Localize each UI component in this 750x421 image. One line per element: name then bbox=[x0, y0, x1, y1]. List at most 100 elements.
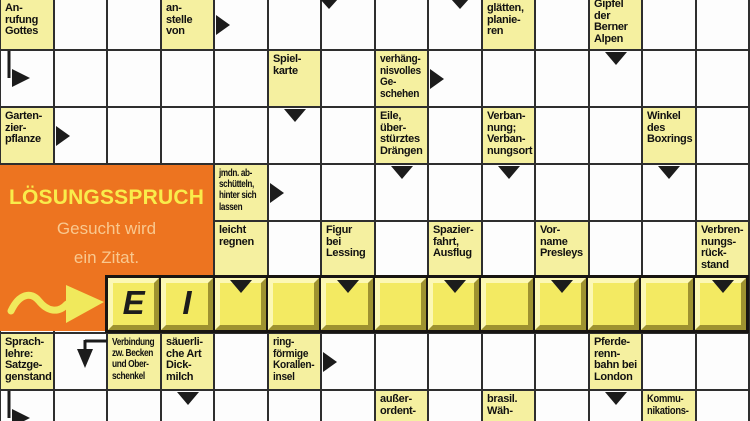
solution-cell[interactable] bbox=[587, 278, 640, 330]
clue-cell: Garten-zier-pflanze bbox=[1, 108, 53, 163]
answer-cell[interactable] bbox=[322, 108, 374, 163]
answer-cell[interactable] bbox=[55, 334, 106, 389]
answer-cell[interactable] bbox=[697, 391, 748, 421]
answer-cell[interactable] bbox=[643, 0, 695, 49]
answer-cell[interactable] bbox=[322, 391, 374, 421]
clue-cell: Pferde-renn-bahn bei London bbox=[590, 334, 641, 389]
answer-cell[interactable] bbox=[697, 108, 748, 163]
clue-text-line: lehre: bbox=[5, 347, 34, 360]
answer-cell[interactable] bbox=[590, 108, 641, 163]
answer-cell[interactable] bbox=[536, 391, 588, 421]
answer-cell[interactable] bbox=[215, 391, 267, 421]
clue-cell: Sprach-lehre: Satzge-genstand bbox=[1, 334, 53, 389]
clue-text-line: Pferde- bbox=[594, 336, 630, 348]
clue-text-line: nisvolles bbox=[380, 64, 421, 77]
arrow-right-icon bbox=[270, 182, 284, 203]
answer-cell[interactable] bbox=[483, 51, 534, 106]
answer-cell[interactable] bbox=[269, 222, 320, 277]
arrow-down-icon bbox=[551, 280, 573, 293]
clue-text-line: genstand bbox=[5, 370, 52, 383]
clue-cell: Verban-nung; Verban-nungsort bbox=[483, 108, 534, 163]
solution-cell[interactable] bbox=[374, 278, 426, 330]
clue-cell: jmdn. ab-schütteln, hinter sich lassen bbox=[215, 165, 267, 220]
answer-cell[interactable] bbox=[697, 334, 748, 389]
answer-cell[interactable] bbox=[536, 108, 588, 163]
arrow-down-icon bbox=[444, 280, 466, 293]
answer-cell[interactable] bbox=[590, 222, 641, 277]
answer-cell[interactable] bbox=[536, 0, 588, 49]
clue-text-line: Figur bbox=[326, 224, 352, 236]
answer-cell[interactable] bbox=[269, 0, 320, 49]
solution-cell[interactable]: I bbox=[161, 278, 213, 330]
answer-cell[interactable] bbox=[697, 51, 748, 106]
clue-text-line: Alpen bbox=[594, 32, 624, 45]
answer-cell[interactable] bbox=[162, 51, 213, 106]
answer-cell[interactable] bbox=[322, 165, 374, 220]
clue-text-line: Sprach- bbox=[5, 336, 44, 348]
clue-cell: leicht regnen bbox=[215, 222, 267, 277]
answer-cell[interactable] bbox=[55, 391, 106, 421]
answer-cell[interactable] bbox=[55, 51, 106, 106]
clue-text-line: nung; bbox=[487, 121, 517, 134]
answer-cell[interactable] bbox=[108, 391, 160, 421]
solution-cell[interactable] bbox=[641, 278, 693, 330]
solution-cell[interactable] bbox=[267, 278, 320, 330]
answer-cell[interactable] bbox=[429, 334, 481, 389]
solution-cell[interactable] bbox=[481, 278, 533, 330]
answer-cell[interactable] bbox=[322, 51, 374, 106]
answer-cell[interactable] bbox=[376, 222, 427, 277]
arrow-down-icon bbox=[604, 392, 627, 405]
answer-cell[interactable] bbox=[697, 0, 748, 49]
arrow-elbow-down-right-icon bbox=[7, 391, 30, 421]
clue-text-line: des bbox=[647, 121, 666, 134]
clue-text-line: che Art bbox=[166, 347, 202, 360]
clue-text-line: über- bbox=[380, 121, 407, 134]
clue-cell: An-rufung Gottes bbox=[1, 0, 53, 49]
answer-cell[interactable] bbox=[483, 334, 534, 389]
arrow-down-icon bbox=[390, 166, 413, 179]
answer-cell[interactable] bbox=[215, 108, 267, 163]
arrow-down-icon bbox=[711, 280, 734, 293]
answer-cell[interactable] bbox=[643, 51, 695, 106]
clue-text-line: Winkel bbox=[647, 110, 681, 122]
answer-cell[interactable] bbox=[215, 51, 267, 106]
clue-text-line: bei bbox=[326, 235, 341, 248]
answer-cell[interactable] bbox=[643, 222, 695, 277]
clue-text-line: und Ober- bbox=[112, 359, 149, 371]
answer-cell[interactable] bbox=[376, 334, 427, 389]
answer-cell[interactable] bbox=[697, 165, 748, 220]
arrow-right-icon bbox=[430, 68, 444, 89]
clue-text-line: Boxrings bbox=[647, 133, 693, 146]
answer-cell[interactable] bbox=[269, 391, 320, 421]
answer-cell[interactable] bbox=[108, 51, 160, 106]
answer-cell[interactable] bbox=[376, 0, 427, 49]
clue-text-line: Presleys bbox=[540, 247, 583, 260]
clue-text-line: nikations- bbox=[647, 404, 689, 417]
answer-cell[interactable] bbox=[536, 334, 588, 389]
clue-text-line: nungsort bbox=[487, 144, 533, 157]
solution-cell[interactable]: E bbox=[108, 278, 160, 330]
answer-cell[interactable] bbox=[643, 334, 695, 389]
answer-cell[interactable] bbox=[429, 165, 481, 220]
clue-text-line: Drängen bbox=[380, 144, 423, 157]
answer-cell[interactable] bbox=[108, 108, 160, 163]
clue-text-line: fahrt, bbox=[433, 235, 459, 248]
clue-text-line: Ge- bbox=[380, 76, 397, 89]
answer-cell[interactable] bbox=[536, 165, 588, 220]
answer-cell[interactable] bbox=[590, 165, 641, 220]
arrow-right-icon bbox=[323, 351, 337, 372]
clue-text-line: karte bbox=[273, 64, 298, 77]
clue-text-line: lassen bbox=[219, 201, 243, 213]
answer-cell[interactable] bbox=[215, 334, 267, 389]
answer-cell[interactable] bbox=[429, 108, 481, 163]
arrow-down-icon bbox=[451, 0, 469, 9]
clue-cell: Verbindung zw. Becken und Ober-schenkel bbox=[108, 334, 160, 389]
answer-cell[interactable] bbox=[162, 108, 213, 163]
answer-cell[interactable] bbox=[536, 51, 588, 106]
answer-cell[interactable] bbox=[483, 222, 534, 277]
answer-cell[interactable] bbox=[429, 391, 481, 421]
clue-text-line: Verban- bbox=[487, 133, 526, 146]
answer-cell[interactable] bbox=[55, 0, 106, 49]
clue-text-line: insel bbox=[273, 370, 295, 383]
answer-cell[interactable] bbox=[108, 0, 160, 49]
